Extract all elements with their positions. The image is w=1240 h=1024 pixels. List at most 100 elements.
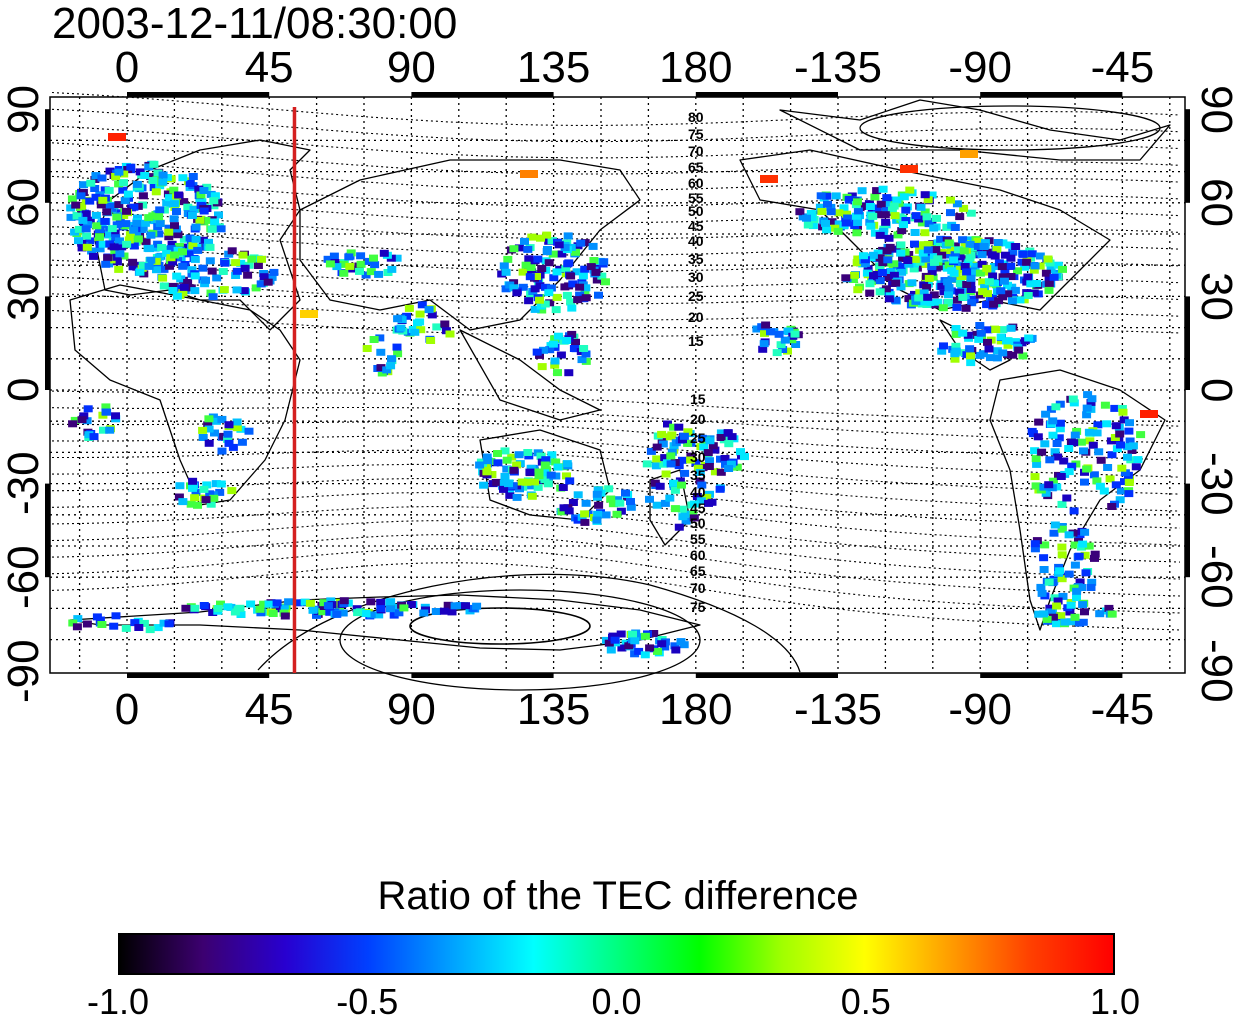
tec-data-cell xyxy=(689,500,699,508)
tec-data-cell xyxy=(834,220,844,228)
tec-data-cell xyxy=(1090,550,1100,558)
tec-data-cell xyxy=(916,203,926,211)
tec-data-cell xyxy=(518,268,528,276)
tec-data-cell xyxy=(886,267,896,275)
tec-data-cell xyxy=(121,624,131,632)
tec-data-cell xyxy=(1030,540,1040,548)
tec-data-cell xyxy=(695,477,705,485)
tec-data-cell xyxy=(608,500,618,508)
tec-data-cell xyxy=(822,226,832,234)
tec-data-cell xyxy=(586,263,596,271)
tec-data-cell xyxy=(1081,569,1091,577)
contour-label: 55 xyxy=(690,531,706,547)
tec-data-cell xyxy=(492,478,502,486)
tec-data-cell xyxy=(1075,619,1084,627)
tec-data-cell xyxy=(1018,352,1028,360)
tec-data-cell xyxy=(191,223,201,231)
tec-data-cell xyxy=(1069,439,1079,447)
tec-data-cell xyxy=(952,200,962,208)
tec-data-cell xyxy=(172,208,181,215)
tec-data-cell xyxy=(724,440,734,448)
tec-data-cell xyxy=(727,433,737,441)
tec-data-cell xyxy=(178,248,187,256)
tec-data-cell xyxy=(482,468,492,476)
tec-data-cell xyxy=(540,469,550,477)
tec-data-cell xyxy=(924,274,934,282)
tec-data-cell xyxy=(791,341,801,348)
tec-data-cell xyxy=(1076,438,1086,446)
tec-data-cell xyxy=(1095,482,1105,490)
tec-data-cell xyxy=(244,427,254,435)
tec-data-cell xyxy=(376,605,386,613)
tec-data-cell xyxy=(720,455,730,462)
tec-data-cell xyxy=(955,253,965,261)
geomag-contour-north xyxy=(51,209,1181,240)
geomag-contour-south xyxy=(52,435,1181,478)
tec-data-cell xyxy=(870,229,880,237)
tec-data-cell xyxy=(338,609,348,617)
tec-data-cell xyxy=(561,265,571,273)
tec-data-cell xyxy=(542,231,552,239)
tec-data-cell xyxy=(135,268,145,276)
tec-data-cell xyxy=(999,277,1009,285)
tec-data-cell xyxy=(1124,490,1134,498)
tec-data-cell xyxy=(209,197,219,205)
tec-data-cell xyxy=(990,279,999,287)
tec-data-cell xyxy=(526,264,536,271)
tec-data-cell xyxy=(689,514,699,522)
tec-data-cell xyxy=(998,349,1008,357)
tec-data-cell xyxy=(686,456,696,464)
geomag-contour-south xyxy=(52,449,1181,495)
tec-data-cell xyxy=(650,479,660,487)
tec-data-cell xyxy=(914,294,924,302)
tec-data-cell xyxy=(929,291,939,299)
tec-data-cell xyxy=(1104,604,1114,612)
axis-bar-left xyxy=(45,296,50,390)
tec-data-cell xyxy=(366,598,376,606)
tec-data-cell xyxy=(606,646,616,654)
tec-data-cell xyxy=(604,639,614,647)
tec-data-cell xyxy=(1086,584,1096,591)
tec-data-cell xyxy=(230,608,240,616)
tec-data-cell xyxy=(1035,252,1045,260)
tec-data-cell xyxy=(568,499,578,506)
geomag-contour-north xyxy=(51,108,1181,143)
tec-data-cell xyxy=(1053,453,1063,461)
contour-label: 45 xyxy=(688,218,704,234)
tec-data-cell xyxy=(1050,521,1060,529)
tec-data-cell xyxy=(1120,469,1130,477)
tec-data-cell xyxy=(272,599,282,607)
tec-data-cell xyxy=(955,288,965,296)
tec-data-cell xyxy=(247,255,257,263)
tec-data-cell xyxy=(990,263,1000,270)
tec-data-cell xyxy=(268,610,278,617)
tec-data-cell xyxy=(1055,567,1065,575)
tec-data-cell xyxy=(896,283,906,291)
tec-data-cell xyxy=(210,429,219,437)
axis-bar-top xyxy=(695,92,838,97)
tec-data-cell xyxy=(882,274,892,281)
tec-data-cell xyxy=(443,601,453,609)
tec-data-cell xyxy=(323,602,333,610)
axis-bar-right xyxy=(1185,109,1190,203)
tec-data-cell xyxy=(416,326,426,334)
tec-data-cell xyxy=(170,203,180,211)
tec-data-cell xyxy=(73,615,83,623)
tec-data-cell xyxy=(954,246,963,254)
contour-label: 50 xyxy=(688,203,704,219)
lon-tick-top: -45 xyxy=(1090,43,1155,92)
lon-tick-bottom: -90 xyxy=(948,685,1012,734)
tec-data-cell xyxy=(1072,427,1082,435)
tec-data-cell xyxy=(129,226,139,234)
tec-data-cell xyxy=(524,255,534,263)
tec-data-cell xyxy=(115,250,125,258)
tec-data-cell xyxy=(545,346,555,354)
tec-data-cell xyxy=(223,430,233,438)
tec-data-cell xyxy=(973,237,983,245)
tec-data-cell xyxy=(1048,613,1058,621)
tec-data-cell xyxy=(133,214,142,222)
tec-data-cell xyxy=(517,478,527,486)
tec-data-cell xyxy=(994,259,1004,267)
tec-data-cell xyxy=(1029,266,1039,274)
tec-data-cell xyxy=(778,346,788,353)
